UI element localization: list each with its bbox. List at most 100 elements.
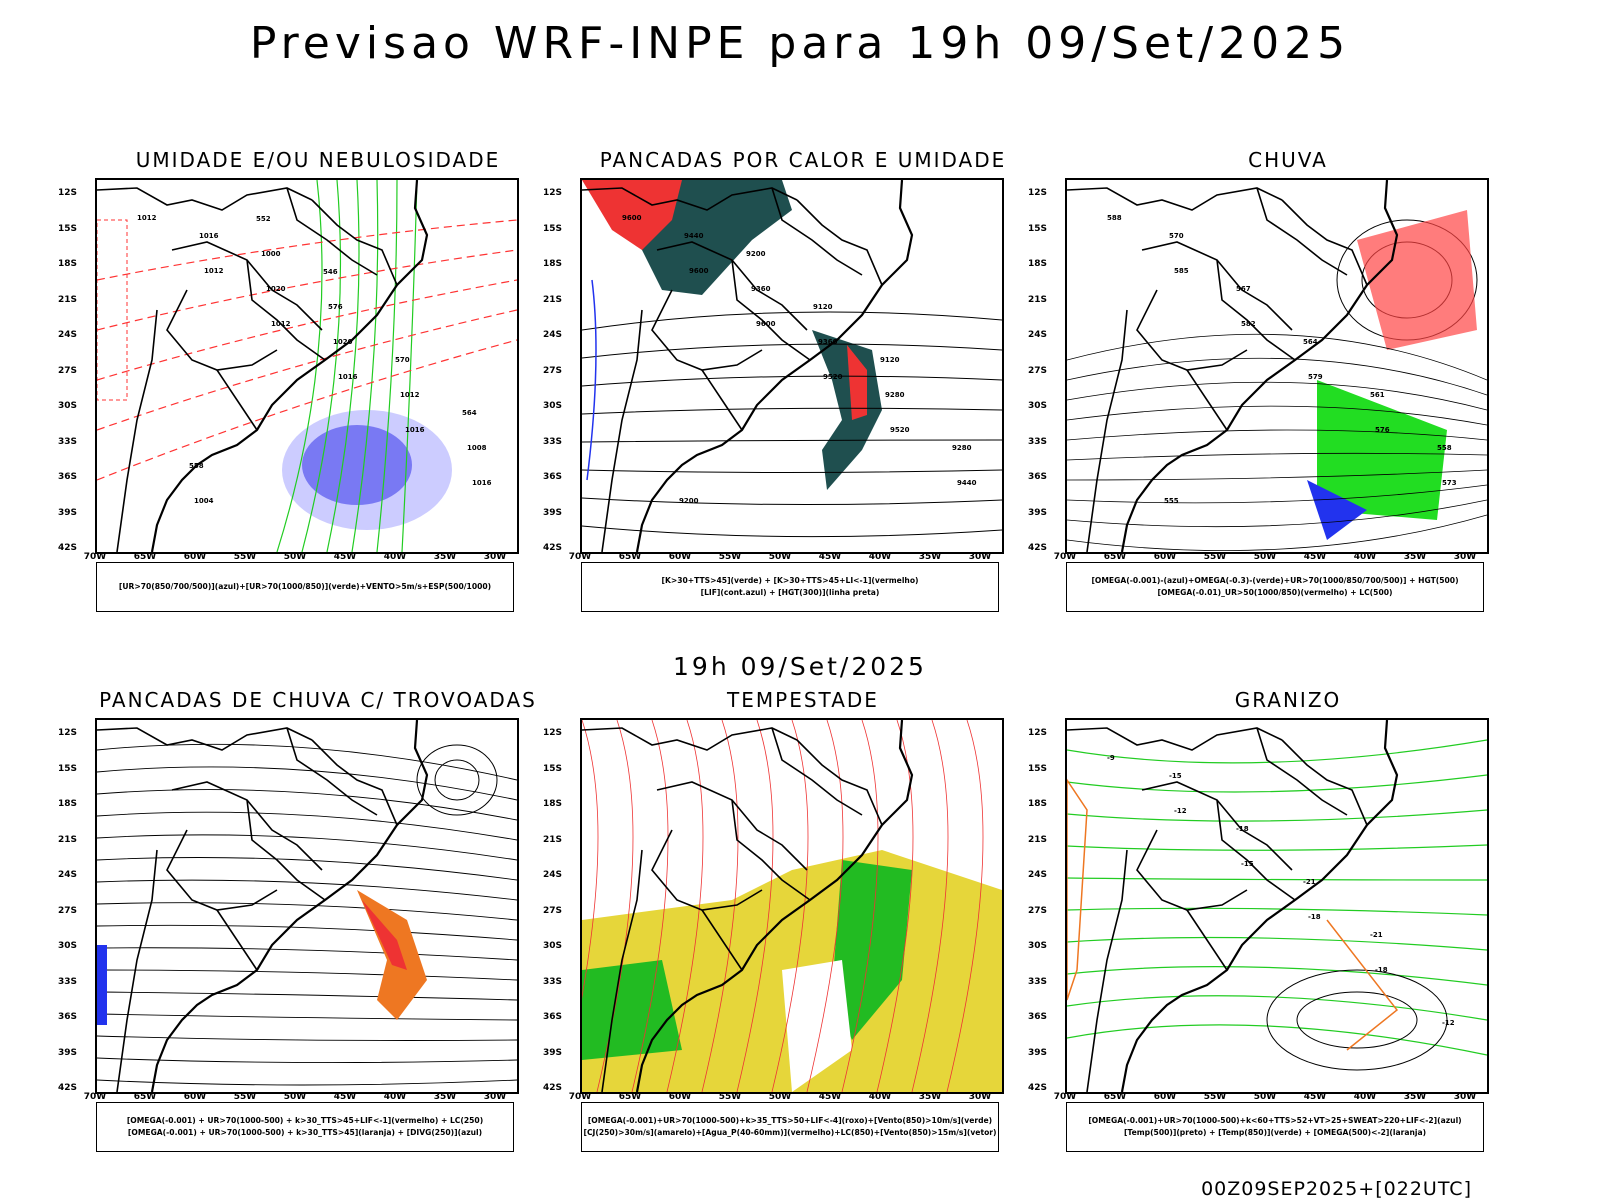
rain-green-area: [1317, 380, 1447, 520]
legend-box: [OMEGA(-0.001)+UR>70(1000-500)+k<60+TTS>…: [1066, 1102, 1484, 1152]
state-border: [171, 241, 323, 331]
latitude-label: 24S: [58, 330, 78, 340]
state-border: [1256, 187, 1348, 276]
longitude-label: 45W: [333, 552, 357, 562]
contour-label: 1016: [472, 479, 492, 487]
longitude-label: 70W: [1053, 1092, 1077, 1102]
legend-box: [K>30+TTS>45](verde) + [K>30+TTS>45+LI<-…: [581, 562, 999, 612]
state-border: [1067, 187, 1283, 211]
contour-label: -15: [1169, 772, 1182, 780]
latitude-label: 42S: [543, 1083, 563, 1093]
latitude-label: 27S: [1028, 365, 1048, 376]
latitude-label: 15S: [58, 763, 78, 774]
contour-label: 555: [1164, 497, 1179, 505]
contour-label: -9: [1107, 754, 1115, 762]
longitude-label: 35W: [918, 1092, 942, 1102]
state-border: [796, 199, 883, 286]
contour-label: 570: [1169, 232, 1184, 240]
latitude-label: 18S: [1028, 259, 1048, 269]
state-border: [771, 187, 863, 276]
wind-green-area: [832, 860, 912, 1040]
map-area: 1012 1012 1012 1016 1016 1016 1016 1020 1020 1012…: [95, 178, 519, 554]
panel-title: UMIDADE E/OU NEBULOSIDADE: [135, 148, 501, 172]
latitude-label: 18S: [1028, 799, 1048, 809]
panel-title: GRANIZO: [1234, 688, 1342, 712]
panel-title: PANCADAS DE CHUVA C/ TROVOADAS: [99, 688, 537, 712]
latitude-label: 39S: [58, 507, 78, 518]
latitude-axis: 12S 15S 18S 21S 24S 27S 30S 33S 36S 39S 42S: [58, 718, 90, 1093]
legend-text: [OMEGA(-0.001) + UR>70(1000-500) + k>30_…: [126, 1116, 484, 1125]
latitude-label: 30S: [543, 941, 563, 951]
longitude-label: 30W: [483, 1092, 507, 1102]
latitude-label: 36S: [58, 1012, 78, 1022]
latitude-axis: 12S 15S 18S 21S 24S 27S 30S 33S 36S 39S 42S: [1028, 178, 1060, 553]
latitude-label: 36S: [543, 472, 563, 482]
humidity-dark-area: [302, 425, 412, 505]
longitude-label: 60W: [183, 1092, 207, 1102]
state-border: [166, 829, 278, 911]
state-border: [651, 289, 763, 371]
longitude-label: 55W: [1203, 552, 1227, 562]
state-border: [771, 727, 863, 816]
legend-box: [OMEGA(-0.001) + UR>70(1000-500) + k>30_…: [96, 1102, 514, 1152]
latitude-label: 18S: [543, 259, 563, 269]
contour-label: 564: [1303, 338, 1318, 346]
contour-label: 9360: [751, 285, 771, 293]
state-border: [116, 309, 158, 552]
contour-label: 1004: [194, 497, 214, 505]
latitude-label: 30S: [58, 941, 78, 951]
legend-text: [CJ(250)>30m/s](amarelo)+[Agua_P(40-60mm…: [583, 1128, 997, 1137]
state-border: [701, 369, 743, 431]
longitude-axis: 70W 65W 60W 55W 50W 45W 40W 35W 30W: [569, 550, 1000, 564]
longitude-label: 55W: [233, 1092, 257, 1102]
longitude-label: 65W: [133, 1092, 157, 1102]
latitude-label: 18S: [543, 799, 563, 809]
state-border: [116, 849, 158, 1092]
latitude-label: 36S: [58, 472, 78, 482]
contour-label: -12: [1442, 1019, 1455, 1027]
contour-label: 9440: [957, 479, 977, 487]
latitude-label: 24S: [543, 870, 563, 880]
legend-text: [LIF](cont.azul) + [HGT(300)](linha pret…: [700, 588, 880, 597]
contour-label: 9280: [952, 444, 972, 452]
latitude-label: 24S: [1028, 330, 1048, 340]
contour-label: 546: [323, 268, 338, 276]
longitude-label: 30W: [1453, 552, 1477, 562]
contour-label: 1012: [204, 267, 224, 275]
contour-label: 1012: [400, 391, 420, 399]
coastline: [150, 720, 429, 1092]
latitude-label: 30S: [58, 401, 78, 411]
contour-label: 9120: [880, 356, 900, 364]
state-border: [1067, 727, 1283, 751]
contour-label: 579: [1308, 373, 1323, 381]
legend-text: [OMEGA(-0.001)+UR>70(1000-500)+k<60+TTS>…: [1088, 1116, 1462, 1125]
state-border: [311, 199, 398, 286]
longitude-label: 55W: [233, 552, 257, 562]
latitude-label: 12S: [58, 188, 78, 198]
state-border: [1186, 909, 1228, 971]
longitude-label: 70W: [1053, 552, 1077, 562]
contour-label: 9200: [679, 497, 699, 505]
longitude-axis: 70W 65W 60W 55W 50W 45W 40W 35W 30W: [1054, 1090, 1485, 1104]
contour-label: 558: [189, 462, 204, 470]
state-border: [1086, 849, 1128, 1092]
latitude-axis: 12S 15S 18S 21S 24S 27S 30S 33S 36S 39S 42S: [543, 718, 575, 1093]
panel-title: PANCADAS POR CALOR E UMIDADE: [599, 148, 1007, 172]
contour-label: 558: [1437, 444, 1452, 452]
longitude-label: 40W: [1353, 552, 1377, 562]
longitude-label: 45W: [1303, 1092, 1327, 1102]
state-border: [1086, 309, 1128, 552]
convection-area: [582, 180, 682, 250]
map-svg: 1012 1012 1012 1016 1016 1016 1016 1020 1020 1012…: [97, 180, 517, 552]
contour-label: 561: [1370, 391, 1385, 399]
state-border: [216, 909, 258, 971]
latitude-label: 42S: [543, 543, 563, 553]
state-border: [246, 259, 326, 361]
latitude-label: 15S: [543, 223, 563, 234]
map-panel-2: PANCADAS POR CALOR E UMIDADE 9600 9600 9600…: [543, 148, 1041, 628]
longitude-label: 45W: [333, 1092, 357, 1102]
legend-text: [K>30+TTS>45](verde) + [K>30+TTS>45+LI<-…: [661, 576, 919, 585]
latitude-label: 18S: [58, 799, 78, 809]
longitude-axis: 70W 65W 60W 55W 50W 45W 40W 35W 30W: [84, 1090, 515, 1104]
latitude-label: 39S: [1028, 1047, 1048, 1058]
